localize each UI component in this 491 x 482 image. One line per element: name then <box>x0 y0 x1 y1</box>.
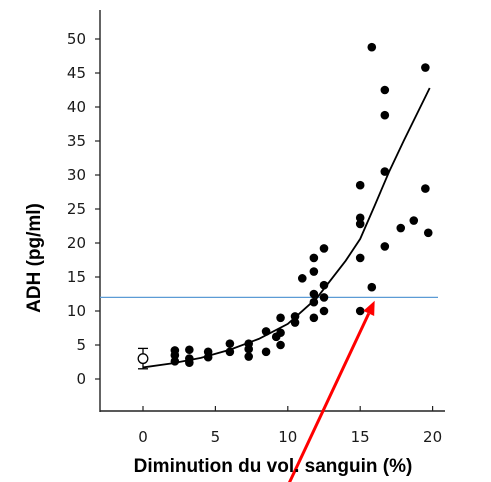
data-point <box>421 63 430 72</box>
y-tick-label: 45 <box>67 64 86 82</box>
y-tick-label: 20 <box>67 234 86 252</box>
data-point <box>261 327 271 336</box>
axes <box>95 10 445 412</box>
data-point <box>276 340 285 350</box>
data-point <box>355 180 365 190</box>
data-point <box>290 318 300 327</box>
data-point <box>261 347 271 357</box>
y-axis-label: ADH (pg/ml) <box>24 203 45 313</box>
data-point <box>319 293 329 302</box>
data-point <box>244 344 254 354</box>
y-tick-labels: 0 5 10 15 20 25 30 35 40 45 50 <box>67 30 86 388</box>
data-point <box>297 274 307 283</box>
red-arrow <box>288 300 375 482</box>
data-point <box>380 167 390 176</box>
data-point <box>309 313 319 323</box>
x-tick-label: 20 <box>423 428 442 446</box>
fit-curve <box>142 87 431 369</box>
arrow-shaft <box>288 312 371 482</box>
data-point <box>409 216 419 225</box>
data-point <box>309 289 319 299</box>
data-point <box>355 213 365 223</box>
control-point <box>137 347 149 370</box>
x-tick-label: 10 <box>278 428 297 446</box>
data-point <box>290 312 300 321</box>
data-point <box>423 228 433 238</box>
y-tick-label: 40 <box>67 98 86 116</box>
data-point <box>355 219 365 229</box>
data-point <box>367 42 377 52</box>
data-point <box>170 350 180 360</box>
data-point <box>309 267 319 276</box>
x-tick-label: 5 <box>211 428 221 446</box>
control-marker <box>137 353 149 365</box>
x-tick-label: 0 <box>138 428 148 446</box>
y-tick-label: 25 <box>67 200 86 218</box>
data-points <box>170 42 433 367</box>
x-tick-label: 15 <box>351 428 370 446</box>
data-point <box>396 223 406 233</box>
y-tick-label: 10 <box>67 302 86 320</box>
y-tick-label: 0 <box>76 370 86 388</box>
data-point <box>225 347 235 357</box>
data-point <box>276 313 285 323</box>
data-point <box>309 253 319 263</box>
data-point <box>355 306 365 316</box>
y-tick-label: 35 <box>67 132 86 150</box>
data-point <box>380 242 390 251</box>
data-point <box>185 345 194 355</box>
data-point <box>276 328 285 338</box>
x-tick-labels: 0 5 10 15 20 <box>138 428 442 446</box>
y-tick-label: 15 <box>67 268 86 286</box>
data-point <box>421 184 430 193</box>
data-point <box>380 110 390 120</box>
arrow-head <box>363 300 375 317</box>
data-point <box>355 253 365 263</box>
x-axis-label: Diminution du vol. sanguin (%) <box>134 456 413 477</box>
y-tick-label: 30 <box>67 166 86 184</box>
data-point <box>203 352 213 362</box>
y-tick-label: 5 <box>76 336 86 354</box>
data-point <box>319 306 329 316</box>
data-point <box>309 297 319 307</box>
data-point <box>244 352 254 361</box>
data-point <box>380 85 390 95</box>
data-point <box>225 339 235 348</box>
data-point <box>319 280 329 290</box>
data-point <box>319 244 329 253</box>
data-point <box>170 357 180 366</box>
data-point <box>185 358 194 367</box>
y-tick-label: 50 <box>67 30 86 48</box>
data-point <box>367 282 377 292</box>
